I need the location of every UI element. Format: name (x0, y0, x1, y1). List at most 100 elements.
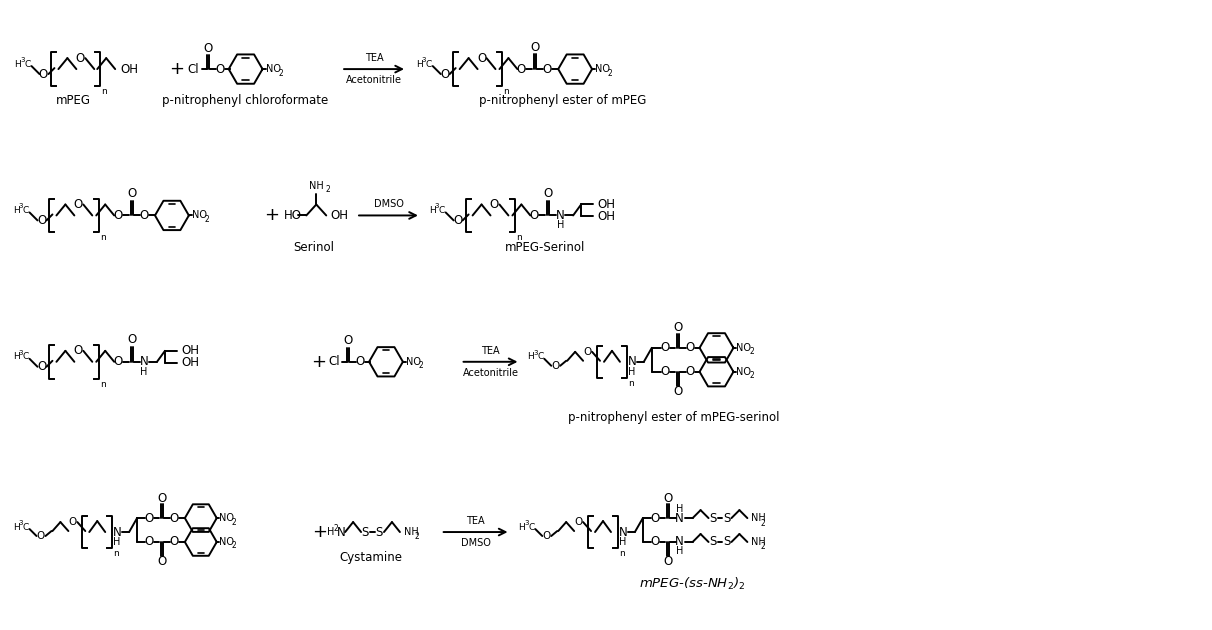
Text: N: N (628, 355, 636, 369)
Text: 2: 2 (415, 532, 419, 541)
Text: Cl: Cl (188, 62, 200, 76)
Text: H: H (676, 504, 684, 514)
Text: O: O (343, 335, 353, 347)
Text: H: H (519, 522, 525, 532)
Text: 2: 2 (231, 518, 236, 527)
Text: H: H (327, 527, 335, 537)
Text: DMSO: DMSO (461, 538, 491, 548)
Text: NO: NO (737, 343, 751, 353)
Text: n: n (619, 549, 624, 558)
Text: 3: 3 (21, 57, 25, 63)
Text: OH: OH (181, 345, 199, 357)
Text: 2: 2 (325, 185, 330, 194)
Text: O: O (170, 512, 178, 525)
Text: O: O (650, 512, 659, 525)
Text: C: C (528, 522, 534, 532)
Text: +: + (310, 353, 326, 371)
Text: mPEG-(ss-NH$_2$)$_2$: mPEG-(ss-NH$_2$)$_2$ (640, 576, 745, 592)
Text: 2: 2 (761, 542, 766, 551)
Text: O: O (36, 360, 46, 373)
Text: O: O (144, 512, 154, 525)
Text: S: S (722, 536, 730, 549)
Text: p-nitrophenyl ester of mPEG-serinol: p-nitrophenyl ester of mPEG-serinol (568, 411, 779, 424)
Text: p-nitrophenyl chloroformate: p-nitrophenyl chloroformate (162, 94, 328, 108)
Text: Acetonitrile: Acetonitrile (463, 368, 519, 378)
Text: n: n (102, 87, 107, 96)
Text: O: O (490, 198, 499, 211)
Text: O: O (673, 321, 682, 335)
Text: O: O (158, 491, 166, 505)
Text: S: S (709, 536, 716, 549)
Text: O: O (650, 536, 659, 549)
Text: TEA: TEA (365, 53, 383, 63)
Text: O: O (36, 214, 46, 227)
Text: H: H (12, 206, 19, 215)
Text: N: N (675, 536, 684, 549)
Text: NO: NO (406, 357, 421, 367)
Text: 2: 2 (608, 69, 613, 77)
Text: +: + (264, 207, 279, 224)
Text: O: O (531, 41, 539, 54)
Text: N: N (337, 525, 345, 539)
Text: TEA: TEA (467, 516, 485, 526)
Text: O: O (543, 62, 551, 76)
Text: NH: NH (404, 527, 418, 537)
Text: n: n (101, 233, 105, 243)
Text: 3: 3 (533, 350, 538, 356)
Text: n: n (516, 233, 522, 243)
Text: Cystamine: Cystamine (339, 551, 402, 564)
Text: N: N (675, 512, 684, 525)
Text: C: C (537, 352, 543, 362)
Text: O: O (114, 355, 122, 369)
Text: NH: NH (751, 513, 766, 523)
Text: O: O (74, 345, 82, 357)
Text: NO: NO (191, 210, 207, 220)
Text: H: H (141, 367, 148, 377)
Text: O: O (453, 214, 462, 227)
Text: H: H (628, 367, 635, 377)
Text: O: O (673, 385, 682, 398)
Text: O: O (663, 556, 673, 568)
Text: NO: NO (737, 367, 751, 377)
Text: 3: 3 (435, 203, 439, 210)
Text: S: S (722, 512, 730, 525)
Text: O: O (440, 67, 450, 81)
Text: Cl: Cl (328, 355, 339, 369)
Text: OH: OH (598, 198, 614, 211)
Text: OH: OH (181, 357, 199, 369)
Text: O: O (39, 67, 48, 81)
Text: 2: 2 (279, 69, 284, 77)
Text: O: O (204, 42, 212, 55)
Text: NO: NO (218, 513, 234, 523)
Text: OH: OH (120, 62, 138, 76)
Text: O: O (114, 209, 122, 222)
Text: O: O (144, 536, 154, 549)
Text: n: n (628, 379, 634, 387)
Text: 2: 2 (333, 524, 338, 532)
Text: 3: 3 (18, 520, 23, 526)
Text: mPEG: mPEG (56, 94, 91, 108)
Text: H: H (12, 352, 19, 362)
Text: O: O (551, 361, 560, 371)
Text: O: O (574, 517, 582, 527)
Text: O: O (478, 52, 486, 65)
Text: O: O (661, 365, 669, 378)
Text: O: O (139, 209, 149, 222)
Text: O: O (74, 198, 82, 211)
Text: HO: HO (284, 209, 302, 222)
Text: H: H (527, 352, 534, 362)
Text: H: H (12, 522, 19, 532)
Text: NO: NO (265, 64, 280, 74)
Text: O: O (215, 62, 224, 76)
Text: 2: 2 (205, 215, 210, 224)
Text: TEA: TEA (481, 346, 499, 356)
Text: mPEG-Serinol: mPEG-Serinol (505, 241, 585, 254)
Text: H: H (416, 60, 423, 69)
Text: O: O (36, 531, 45, 541)
Text: 3: 3 (525, 520, 528, 526)
Text: O: O (355, 355, 365, 369)
Text: OH: OH (598, 210, 614, 223)
Text: O: O (68, 517, 76, 527)
Text: 2: 2 (749, 347, 754, 357)
Text: H: H (429, 206, 435, 215)
